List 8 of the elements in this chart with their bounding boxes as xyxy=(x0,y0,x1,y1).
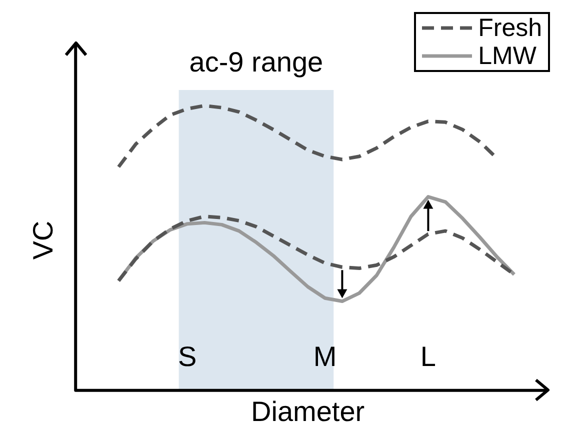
y-axis-title: VC xyxy=(28,220,59,260)
legend-label: LMW xyxy=(478,42,536,70)
x-tick-label: S xyxy=(178,341,197,372)
x-tick-label: L xyxy=(420,341,436,372)
band-label: ac-9 range xyxy=(189,46,324,78)
legend-label: Fresh xyxy=(478,14,542,42)
x-tick-label: M xyxy=(313,341,337,372)
x-axis-title: Diameter xyxy=(251,396,365,427)
